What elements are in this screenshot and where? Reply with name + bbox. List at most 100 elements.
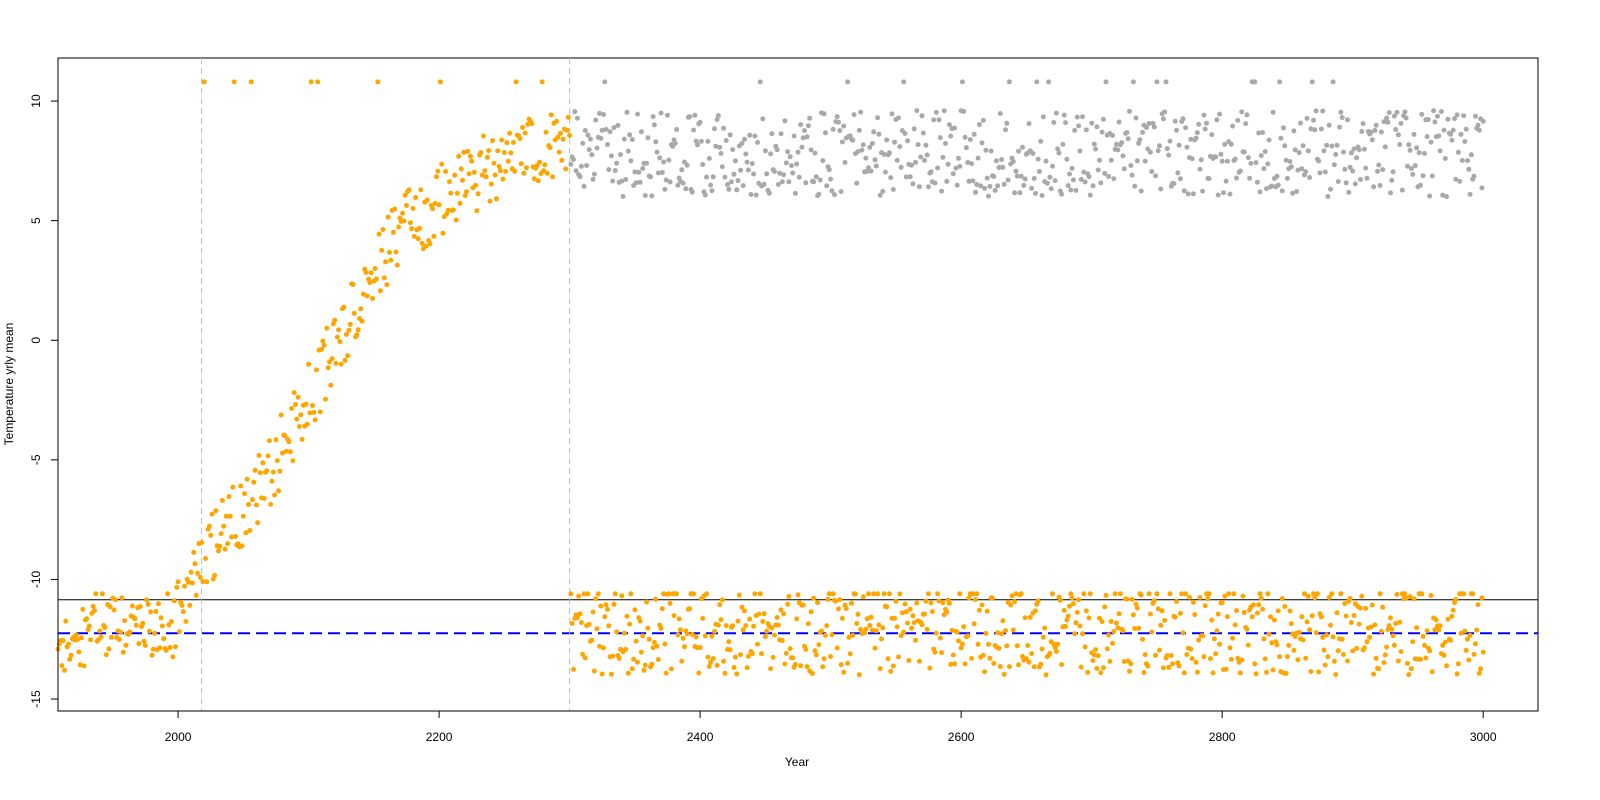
data-point bbox=[821, 111, 827, 117]
data-point bbox=[1104, 646, 1110, 652]
data-point bbox=[1274, 173, 1280, 179]
data-point bbox=[804, 134, 810, 140]
data-point bbox=[1111, 629, 1117, 634]
data-point bbox=[1291, 647, 1297, 653]
data-point bbox=[1091, 652, 1097, 658]
data-point bbox=[653, 139, 659, 145]
data-point bbox=[1039, 646, 1045, 652]
data-point bbox=[879, 636, 884, 642]
data-point bbox=[306, 361, 312, 367]
data-point bbox=[1384, 115, 1390, 121]
data-point bbox=[1390, 633, 1396, 639]
data-point bbox=[1167, 591, 1173, 597]
data-point bbox=[742, 608, 747, 614]
data-point bbox=[1406, 672, 1412, 678]
data-point bbox=[884, 137, 890, 143]
data-point bbox=[922, 157, 928, 163]
data-point bbox=[956, 638, 961, 644]
data-point bbox=[1006, 79, 1012, 85]
data-point bbox=[1299, 614, 1305, 620]
data-point bbox=[1436, 627, 1442, 633]
data-point bbox=[204, 579, 210, 585]
data-point bbox=[148, 609, 154, 615]
data-point bbox=[1444, 194, 1450, 200]
data-point bbox=[834, 645, 840, 651]
data-point bbox=[760, 619, 766, 624]
data-point bbox=[1380, 167, 1386, 173]
data-point bbox=[1053, 110, 1059, 116]
data-point bbox=[798, 122, 804, 128]
data-point bbox=[443, 169, 449, 174]
data-point bbox=[1241, 149, 1247, 155]
data-point bbox=[855, 611, 861, 617]
data-point bbox=[1050, 591, 1055, 597]
data-point bbox=[274, 458, 280, 464]
data-point bbox=[813, 174, 819, 180]
data-point bbox=[127, 629, 133, 635]
data-point bbox=[619, 178, 625, 184]
data-point bbox=[103, 652, 109, 658]
data-point bbox=[1192, 612, 1198, 618]
data-point bbox=[542, 162, 548, 168]
data-point bbox=[1432, 119, 1438, 125]
data-point bbox=[1358, 177, 1363, 182]
data-point bbox=[628, 158, 634, 164]
data-point bbox=[759, 651, 764, 657]
data-point bbox=[209, 511, 215, 517]
data-point bbox=[1194, 130, 1200, 136]
data-point bbox=[1043, 158, 1049, 164]
data-point bbox=[1201, 654, 1207, 660]
data-point bbox=[1133, 115, 1139, 121]
data-point bbox=[731, 171, 737, 177]
data-point bbox=[1025, 643, 1031, 648]
data-point bbox=[872, 645, 878, 651]
data-point bbox=[1395, 658, 1401, 664]
data-point bbox=[513, 79, 519, 85]
data-point bbox=[1299, 166, 1305, 172]
data-point bbox=[1048, 186, 1054, 192]
data-point bbox=[1018, 591, 1024, 597]
data-point bbox=[1151, 124, 1157, 130]
data-point bbox=[1040, 114, 1046, 120]
data-point bbox=[944, 178, 950, 184]
data-point bbox=[1202, 603, 1208, 609]
data-point bbox=[772, 169, 777, 174]
data-point bbox=[385, 214, 391, 220]
data-point bbox=[1209, 132, 1215, 138]
data-point bbox=[1215, 611, 1221, 617]
data-point bbox=[880, 188, 886, 194]
data-point bbox=[1253, 160, 1259, 166]
data-point bbox=[1219, 600, 1225, 605]
data-point bbox=[187, 602, 193, 608]
data-point bbox=[1031, 176, 1037, 181]
data-point bbox=[1453, 176, 1459, 182]
data-point bbox=[828, 176, 834, 182]
data-point bbox=[674, 127, 680, 132]
data-point bbox=[892, 139, 898, 145]
data-point bbox=[1269, 183, 1275, 189]
data-point bbox=[496, 164, 502, 169]
data-point bbox=[1457, 178, 1463, 184]
data-point bbox=[1359, 129, 1365, 134]
data-point bbox=[929, 609, 935, 615]
data-point bbox=[1164, 653, 1170, 659]
data-point bbox=[836, 606, 841, 612]
data-point bbox=[1326, 122, 1332, 128]
data-point bbox=[1189, 656, 1195, 662]
data-point bbox=[993, 158, 999, 164]
data-point bbox=[550, 174, 556, 180]
data-point bbox=[88, 637, 94, 643]
data-point bbox=[1029, 185, 1035, 191]
data-point bbox=[315, 79, 321, 85]
data-point bbox=[1326, 595, 1332, 601]
data-point bbox=[1003, 127, 1008, 133]
data-point bbox=[1162, 109, 1168, 115]
data-point bbox=[1111, 176, 1117, 182]
data-point bbox=[63, 618, 69, 624]
data-point bbox=[265, 453, 271, 459]
data-point bbox=[1140, 129, 1146, 135]
data-point bbox=[710, 656, 716, 662]
data-point bbox=[869, 627, 875, 633]
data-point bbox=[1086, 174, 1092, 180]
data-point bbox=[336, 327, 342, 333]
